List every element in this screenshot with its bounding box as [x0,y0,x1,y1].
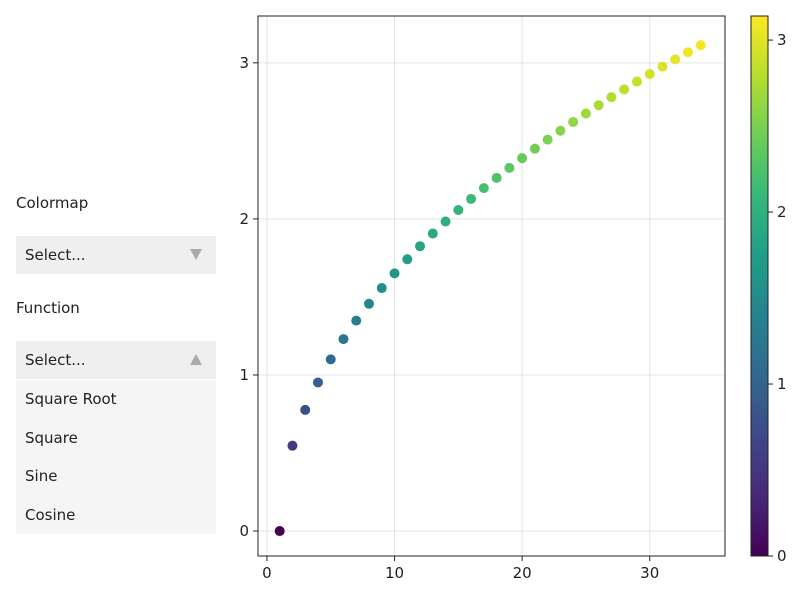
axis-ticks: 0 10 20 30 0 1 2 3 [239,54,659,582]
data-point [415,241,426,252]
grid-lines [258,16,725,556]
data-point [312,377,323,388]
data-point [325,354,336,365]
data-point [389,268,400,279]
colorbar [750,15,769,557]
function-select-value: Select... [25,351,86,369]
colorbar-ticks: 0 1 2 3 [768,31,787,565]
colorbar-tick-label: 2 [777,203,787,221]
data-point [338,334,349,345]
data-point [427,228,438,239]
data-point [351,315,362,326]
data-point [682,47,693,58]
data-point [287,440,298,451]
data-point [670,54,681,65]
data-point [542,134,553,145]
data-point [376,283,387,294]
data-point [402,254,413,265]
data-point [593,100,604,111]
data-point [529,143,540,154]
data-point [695,40,706,51]
function-options-list: Square Root Square Sine Cosine [16,380,216,534]
function-select[interactable]: Select... [16,341,216,379]
colormap-select[interactable]: Select... [16,236,216,274]
data-point [555,125,566,136]
y-tick-label: 0 [239,522,249,540]
data-point [631,76,642,87]
function-option-square[interactable]: Square [25,428,78,447]
data-point [300,404,311,415]
data-point [580,108,591,119]
y-tick-label: 3 [239,54,249,72]
chevron-up-icon [190,354,202,365]
colormap-select-value: Select... [25,246,86,264]
plot-frame [257,15,726,557]
data-point [644,69,655,80]
colormap-label: Colormap [16,194,89,212]
data-point [606,92,617,103]
data-point [657,61,668,72]
data-point [466,193,477,204]
data-point [517,153,528,164]
x-tick-label: 10 [385,564,404,582]
function-option-sine[interactable]: Sine [25,467,58,486]
data-point [619,84,630,95]
data-point [364,298,375,309]
colorbar-tick-label: 1 [777,375,787,393]
data-points [274,40,706,537]
x-tick-label: 20 [513,564,532,582]
data-point [274,526,285,537]
data-point [478,183,489,194]
function-label: Function [16,299,80,317]
colorbar-tick-label: 3 [777,31,787,49]
y-tick-label: 1 [239,366,249,384]
function-option-cosine[interactable]: Cosine [25,505,76,524]
function-option-square-root[interactable]: Square Root [25,390,117,409]
data-point [504,162,515,173]
colorbar-tick-label: 0 [777,547,787,565]
data-point [491,172,502,183]
x-tick-label: 0 [262,564,272,582]
x-tick-label: 30 [640,564,659,582]
data-point [440,216,451,227]
data-point [568,116,579,127]
data-point [453,204,464,215]
y-tick-label: 2 [239,210,249,228]
chevron-down-icon [190,249,202,260]
